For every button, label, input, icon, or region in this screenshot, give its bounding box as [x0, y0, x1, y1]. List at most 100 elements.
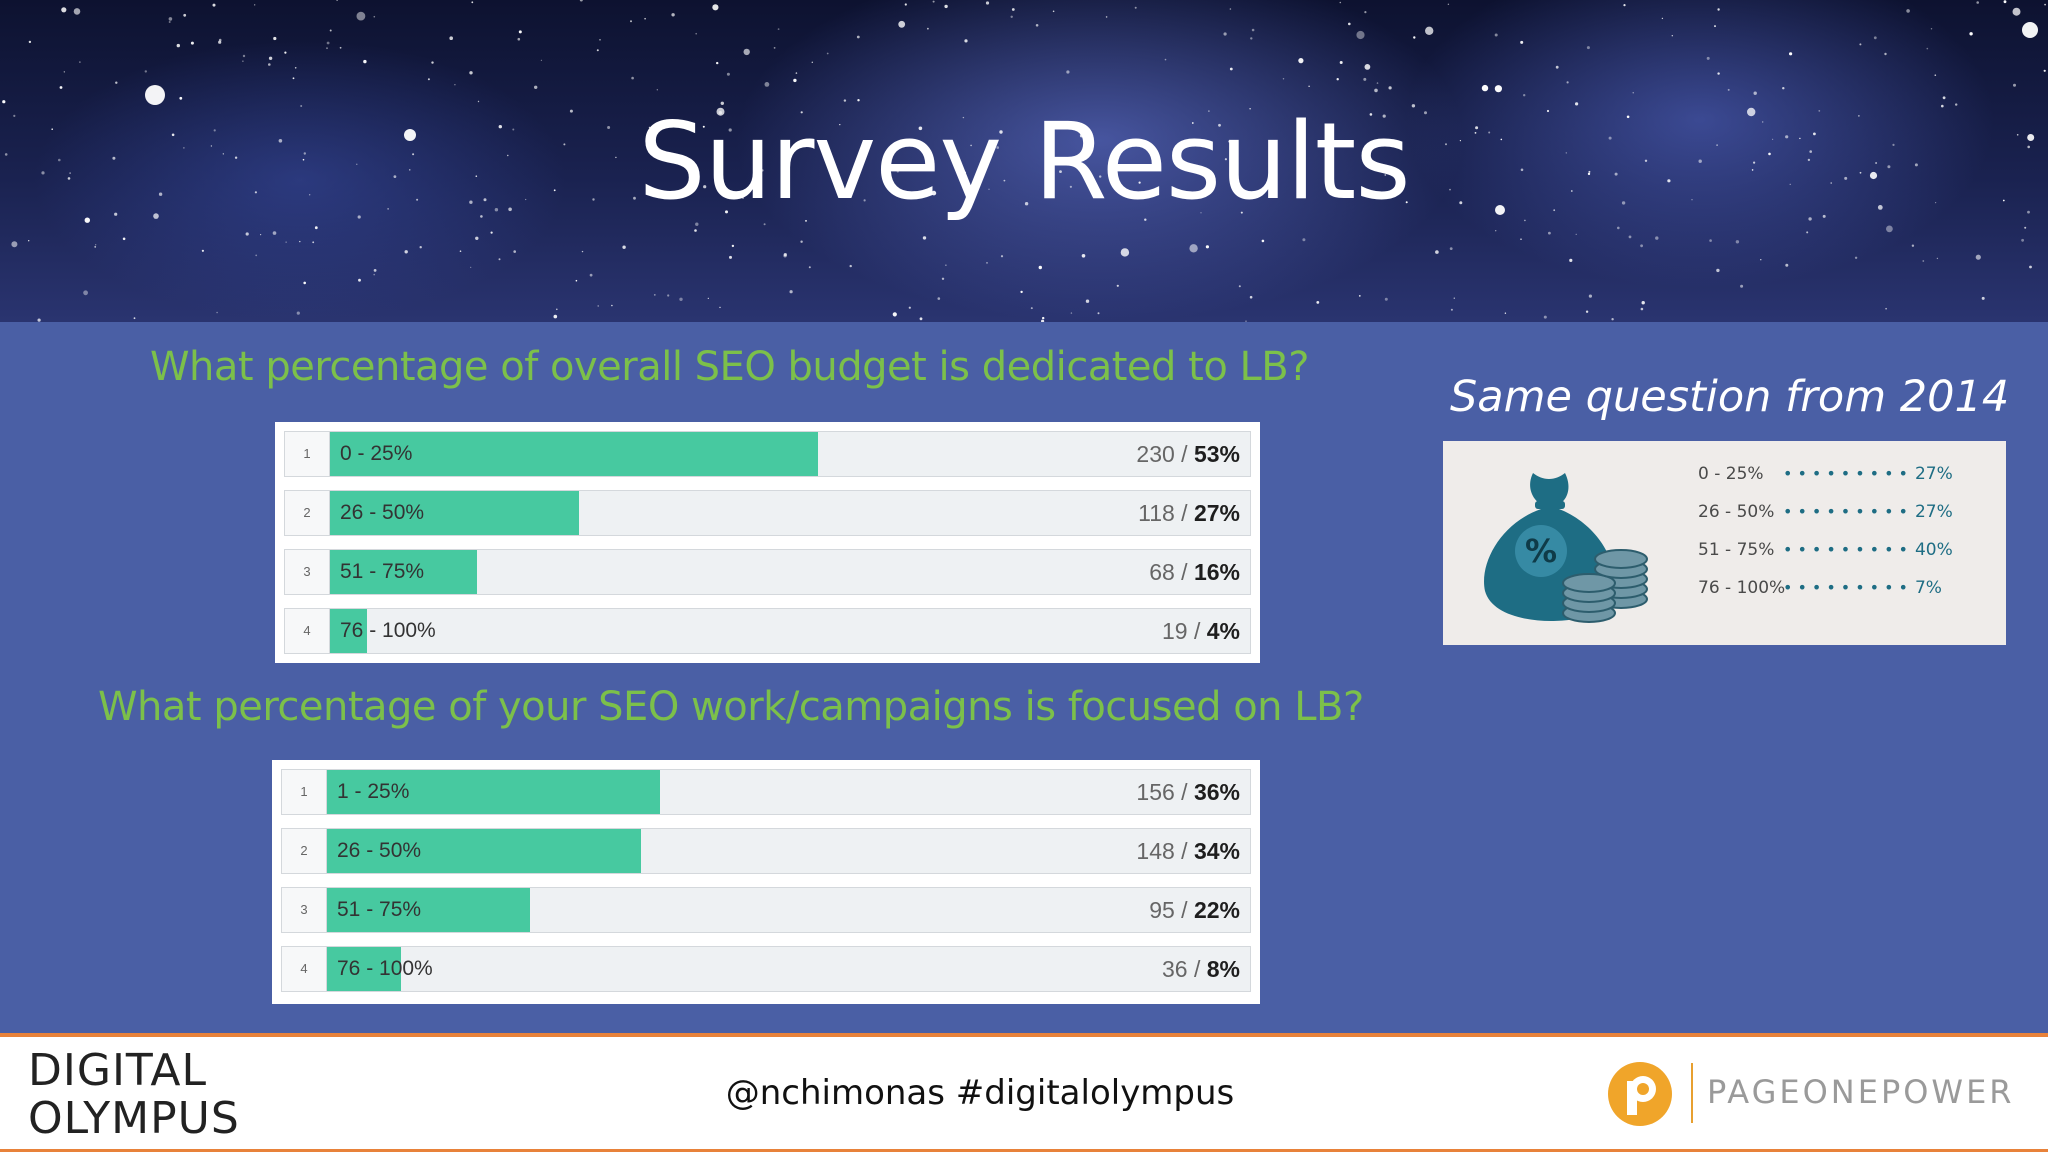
- star: [1524, 219, 1526, 222]
- row-index: 3: [285, 550, 330, 594]
- star: [294, 67, 297, 69]
- star: [1356, 30, 1365, 40]
- star: [329, 29, 332, 32]
- star: [1316, 301, 1320, 304]
- result-bar: [330, 609, 367, 653]
- star: [1858, 115, 1860, 117]
- star: [1376, 82, 1379, 84]
- star: [1298, 58, 1304, 64]
- star: [695, 32, 697, 35]
- star: [1488, 131, 1491, 134]
- star: [633, 196, 636, 200]
- star: [1785, 263, 1789, 267]
- star: [51, 128, 53, 130]
- star: [1191, 122, 1194, 124]
- star: [1727, 88, 1730, 91]
- star: [314, 226, 318, 230]
- star: [28, 240, 30, 242]
- star: [1038, 265, 1043, 270]
- star: [480, 215, 483, 218]
- star: [592, 198, 595, 201]
- star: [13, 114, 16, 117]
- star: [1105, 16, 1108, 18]
- star: [599, 39, 601, 41]
- star: [988, 188, 990, 190]
- star: [1830, 182, 1832, 184]
- star: [944, 4, 948, 9]
- star: [183, 13, 187, 17]
- star: [811, 61, 813, 63]
- card-2014: % 0 - 25% ••••••••• 27% 26 - 50% ••••••••• 27…: [1443, 441, 2006, 645]
- star: [607, 126, 611, 129]
- star: [1935, 202, 1937, 204]
- star: [498, 125, 502, 129]
- star: [518, 30, 522, 34]
- star: [1587, 172, 1591, 176]
- star: [1641, 301, 1645, 305]
- star: [416, 198, 419, 201]
- star: [1753, 91, 1757, 95]
- star: [932, 0, 935, 3]
- star: [795, 72, 798, 74]
- star: [1753, 161, 1756, 164]
- star: [1144, 218, 1147, 221]
- star: [896, 170, 899, 173]
- star: [427, 78, 430, 81]
- star: [393, 175, 397, 179]
- footer: DIGITAL OLYMPUS @nchimonas #digitalolymp…: [0, 1033, 2048, 1152]
- star: [553, 189, 556, 192]
- star-field: [2, 0, 2046, 322]
- star: [1655, 236, 1659, 240]
- star: [728, 128, 732, 132]
- star: [695, 222, 699, 226]
- star: [1384, 174, 1387, 176]
- result-row: 4 76 - 100% 19 / 4%: [284, 608, 1251, 654]
- star: [1481, 84, 1489, 92]
- star: [569, 109, 573, 113]
- logo-line-2: OLYMPUS: [28, 1093, 240, 1144]
- star: [2029, 265, 2032, 269]
- star: [615, 156, 617, 159]
- star: [1520, 238, 1522, 240]
- star: [726, 72, 730, 76]
- star: [1930, 28, 1933, 30]
- star: [1751, 169, 1754, 171]
- count-label: 19 / 4%: [1162, 609, 1240, 653]
- star: [1459, 201, 1463, 205]
- star: [176, 43, 180, 48]
- star: [517, 37, 521, 41]
- star: [1588, 170, 1591, 173]
- star: [1869, 171, 1878, 180]
- star: [373, 15, 376, 18]
- space-header-background: Survey Results: [0, 0, 2048, 322]
- star: [1813, 132, 1816, 136]
- star: [1504, 312, 1507, 314]
- star: [1011, 8, 1015, 11]
- star: [168, 21, 171, 23]
- star: [1228, 140, 1231, 143]
- star: [470, 266, 472, 268]
- star: [1553, 209, 1556, 212]
- star: [1873, 36, 1877, 40]
- money-bag-icon: %: [1484, 473, 1648, 623]
- star: [1740, 284, 1744, 288]
- star: [611, 304, 613, 307]
- percent-label: 16%: [1193, 559, 1240, 585]
- star: [702, 125, 705, 128]
- star: [1709, 239, 1712, 242]
- percent-label: 8%: [1206, 956, 1240, 982]
- percent-label: 4%: [1206, 618, 1240, 644]
- star: [826, 52, 829, 55]
- star: [1859, 171, 1862, 174]
- star: [1358, 295, 1361, 297]
- star: [808, 266, 811, 269]
- star: [1363, 77, 1367, 81]
- star: [431, 61, 434, 64]
- star: [356, 163, 358, 165]
- star: [1976, 1, 1979, 4]
- legend-value: 7%: [1914, 578, 1942, 598]
- star: [931, 190, 937, 196]
- response-count: 118 /: [1138, 500, 1194, 526]
- star: [630, 20, 632, 23]
